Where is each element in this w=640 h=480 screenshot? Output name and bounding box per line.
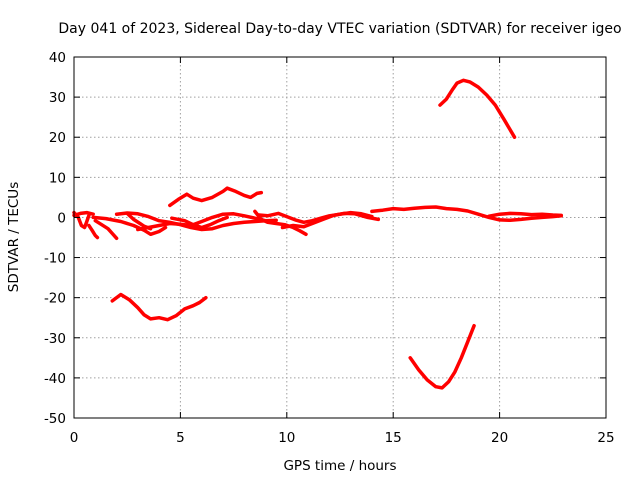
series-arc-3 — [87, 223, 100, 240]
series-arc-7 — [136, 212, 268, 232]
y-tick-label: 40 — [49, 50, 66, 66]
series-arc-13 — [370, 205, 564, 223]
series-arc-1 — [72, 210, 91, 230]
series-arc-16 — [110, 292, 208, 322]
series-arc-17 — [438, 78, 517, 139]
x-tick-label: 15 — [385, 430, 402, 446]
y-tick-label: -10 — [44, 251, 66, 267]
y-tick-label: 30 — [49, 90, 66, 106]
series-arc-6 — [114, 211, 278, 232]
y-tick-label: -50 — [44, 411, 66, 427]
x-axis-label: GPS time / hours — [283, 458, 396, 474]
series-arc-2 — [72, 210, 95, 218]
x-tick-label: 25 — [597, 430, 614, 446]
x-tick-label: 10 — [278, 430, 295, 446]
y-tick-label: -40 — [44, 371, 66, 387]
x-tick-label: 5 — [176, 430, 185, 446]
series-arc-8 — [168, 186, 264, 208]
y-tick-label: 0 — [57, 210, 66, 226]
series-arc-10 — [253, 209, 308, 237]
series-group — [72, 78, 564, 390]
grid — [74, 57, 606, 418]
y-tick-label: 20 — [49, 130, 66, 146]
x-tick-label: 20 — [491, 430, 508, 446]
x-tick-label: 0 — [70, 430, 79, 446]
y-axis-label: SDTVAR / TECUs — [6, 182, 22, 292]
series-arc-12 — [280, 211, 381, 230]
y-tick-label: -20 — [44, 291, 66, 307]
plot-frame — [73, 56, 607, 419]
series-arc-18 — [408, 323, 476, 390]
series-arc-15 — [125, 211, 153, 231]
series-arc-14 — [487, 211, 564, 218]
series-arc-4 — [93, 218, 119, 241]
axis-ticks: 0 5 10 15 20 25 -50 -40 -30 -20 -10 0 10 20 30 40 — [44, 50, 615, 446]
y-tick-label: 10 — [49, 170, 66, 186]
chart-title: Day 041 of 2023, Sidereal Day-to-day VTE… — [58, 21, 621, 37]
series-arc-9 — [170, 215, 229, 230]
y-tick-label: -30 — [44, 331, 66, 347]
